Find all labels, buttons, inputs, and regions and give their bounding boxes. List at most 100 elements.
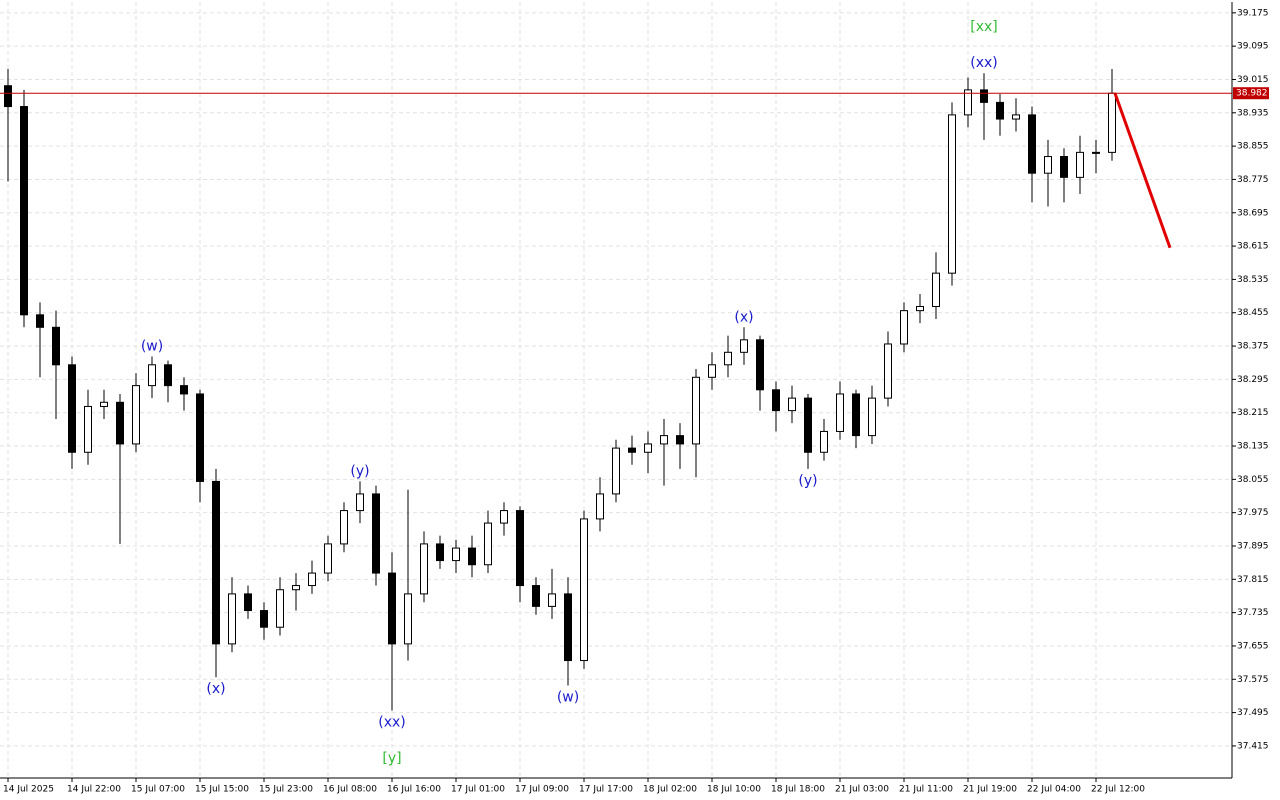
candle-body xyxy=(596,493,604,520)
wave-label: (w) xyxy=(557,690,579,706)
candle-body xyxy=(644,443,652,453)
wave-label: [xx] xyxy=(970,19,998,35)
candle-body xyxy=(1076,151,1084,178)
candle-body xyxy=(84,405,92,453)
candle-body xyxy=(836,393,844,432)
x-tick-label: 16 Jul 16:00 xyxy=(387,785,441,795)
candle-body xyxy=(868,397,876,437)
y-tick-label: 38.215 xyxy=(1237,408,1269,418)
candle-body xyxy=(228,593,236,645)
candle-body xyxy=(1108,92,1116,153)
candle-body xyxy=(324,543,332,574)
y-tick-label: 37.655 xyxy=(1237,641,1269,651)
candle-body xyxy=(100,401,108,407)
candle-body xyxy=(116,401,124,445)
x-tick-label: 21 Jul 11:00 xyxy=(899,785,953,795)
y-tick-label: 38.855 xyxy=(1237,142,1269,152)
x-tick-label: 22 Jul 04:00 xyxy=(1027,785,1081,795)
candle-body xyxy=(452,547,460,562)
candle-body xyxy=(660,435,668,445)
candle-body xyxy=(1044,156,1052,174)
y-tick-label: 38.375 xyxy=(1237,342,1269,352)
candle-body xyxy=(932,272,940,307)
x-tick-label: 15 Jul 07:00 xyxy=(131,785,185,795)
candle-body xyxy=(484,522,492,566)
overlay: 38.982 (w) (x) (y) (xx) [y] (w) (x) (y) (xx) [xx] xyxy=(0,19,1269,767)
x-tick-label: 21 Jul 19:00 xyxy=(963,785,1017,795)
candle-body xyxy=(884,343,892,399)
candle-body xyxy=(964,89,972,116)
candle-body xyxy=(804,397,812,453)
x-tick-label: 22 Jul 12:00 xyxy=(1091,785,1145,795)
candle-body xyxy=(420,543,428,595)
candle-body xyxy=(996,101,1004,120)
candle-body xyxy=(500,510,508,524)
candle-body xyxy=(740,339,748,353)
y-tick-label: 37.975 xyxy=(1237,508,1269,518)
candles xyxy=(4,69,1116,711)
candle-body xyxy=(516,510,524,587)
y-tick-label: 38.615 xyxy=(1237,242,1269,252)
candle-body xyxy=(372,493,380,574)
forecast-line xyxy=(1113,92,1172,249)
x-tick-label: 21 Jul 03:00 xyxy=(835,785,889,795)
y-tick-label: 37.495 xyxy=(1237,708,1269,718)
y-tick-label: 39.015 xyxy=(1237,75,1269,85)
candle-body xyxy=(548,593,556,607)
wave-label: (x) xyxy=(206,681,225,697)
y-tick-label: 38.695 xyxy=(1237,208,1269,218)
x-tick-label: 17 Jul 09:00 xyxy=(515,785,569,795)
y-tick-label: 38.455 xyxy=(1237,308,1269,318)
grid xyxy=(0,2,1232,778)
x-tick-label: 14 Jul 22:00 xyxy=(67,785,121,795)
candle-body xyxy=(212,480,220,645)
x-tick-label: 18 Jul 18:00 xyxy=(771,785,825,795)
current-price-label: 38.982 xyxy=(1236,89,1268,99)
candle-body xyxy=(980,89,988,103)
candle-body xyxy=(20,106,28,316)
candle-body xyxy=(852,393,860,437)
y-tick-label: 39.095 xyxy=(1237,42,1269,52)
candle-body xyxy=(196,393,204,482)
candle-body xyxy=(276,589,284,628)
candle-body xyxy=(708,364,716,378)
candle-body xyxy=(692,376,700,445)
y-tick-label: 37.575 xyxy=(1237,675,1269,685)
candle-body xyxy=(532,585,540,607)
candle-body xyxy=(1012,114,1020,120)
candle-body xyxy=(148,364,156,387)
candle-body xyxy=(4,85,12,108)
candle-body xyxy=(468,547,476,566)
candle-body xyxy=(580,518,588,662)
candle-body xyxy=(180,385,188,395)
current-price-tag xyxy=(1233,87,1269,100)
x-tick-label: 18 Jul 02:00 xyxy=(643,785,697,795)
x-tick-label: 18 Jul 10:00 xyxy=(707,785,761,795)
y-tick-label: 37.415 xyxy=(1237,741,1269,751)
wave-label: [y] xyxy=(382,751,401,767)
candle-body xyxy=(676,435,684,445)
candle-body xyxy=(436,543,444,562)
y-tick-label: 38.935 xyxy=(1237,108,1269,118)
candle-body xyxy=(772,389,780,412)
candle-body xyxy=(628,447,636,453)
wave-label: (x) xyxy=(734,309,753,325)
x-tick-label: 16 Jul 08:00 xyxy=(323,785,377,795)
candle-body xyxy=(244,593,252,612)
candle-body xyxy=(1092,151,1100,154)
wave-label: (w) xyxy=(141,338,163,354)
candle-body xyxy=(788,397,796,412)
y-tick-label: 37.735 xyxy=(1237,608,1269,618)
wave-label: (y) xyxy=(798,473,817,489)
candle-body xyxy=(724,351,732,366)
y-tick-label: 38.775 xyxy=(1237,175,1269,185)
y-tick-label: 39.175 xyxy=(1237,8,1269,18)
candle-body xyxy=(68,364,76,453)
y-tick-label: 38.055 xyxy=(1237,475,1269,485)
candle-body xyxy=(340,510,348,545)
candle-body xyxy=(900,310,908,345)
candle-body xyxy=(612,447,620,495)
candle-body xyxy=(1028,114,1036,174)
